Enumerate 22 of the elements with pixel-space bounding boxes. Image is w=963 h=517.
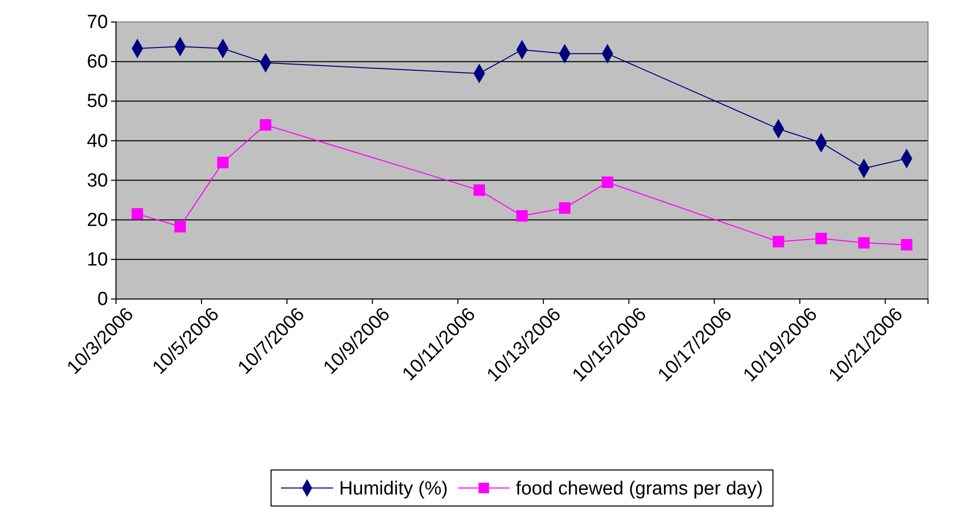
- y-tick-label: 0: [97, 289, 108, 310]
- y-tick-label: 70: [86, 12, 108, 34]
- point: [474, 184, 486, 196]
- point: [858, 237, 870, 249]
- point: [772, 236, 784, 248]
- point: [815, 232, 827, 244]
- legend-label: food chewed (grams per day): [516, 478, 763, 500]
- y-tick-label: 60: [86, 52, 108, 73]
- y-tick-label: 10: [86, 250, 108, 271]
- legend-label: Humidity (%): [339, 478, 448, 500]
- point: [602, 176, 614, 188]
- y-tick-label: 40: [86, 130, 108, 152]
- point: [558, 202, 570, 214]
- point: [260, 119, 272, 131]
- y-tick-label: 20: [86, 210, 108, 231]
- point: [900, 239, 912, 251]
- y-tick-label: 30: [86, 170, 108, 192]
- point: [516, 210, 528, 222]
- point: [132, 208, 144, 220]
- y-tick-label: 50: [86, 91, 108, 112]
- point: [174, 220, 186, 232]
- point: [217, 156, 229, 168]
